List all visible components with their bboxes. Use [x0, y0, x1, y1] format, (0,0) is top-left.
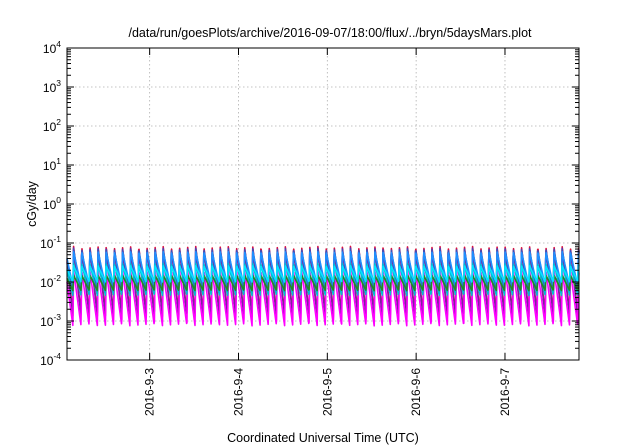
series-line-1 — [66, 247, 580, 318]
y-tick-label: 10-1 — [40, 234, 61, 251]
y-tick-base: 10 — [43, 120, 57, 134]
y-tick-base: 10 — [43, 198, 57, 212]
y-tick-base: 10 — [43, 159, 57, 173]
y-tick-label: 10-2 — [40, 273, 61, 290]
y-tick-base: 10 — [40, 276, 54, 290]
y-tick-exponent: -4 — [53, 351, 61, 361]
y-tick-exponent: 4 — [56, 39, 61, 49]
y-tick-label: 10-4 — [40, 351, 61, 368]
y-tick-label: 10-3 — [40, 312, 61, 329]
chart-title: /data/run/goesPlots/archive/2016-09-07/1… — [128, 26, 532, 40]
series-layer — [66, 245, 580, 327]
x-axis-label: Coordinated Universal Time (UTC) — [227, 431, 419, 445]
series-line-2 — [66, 269, 580, 327]
y-tick-exponent: -2 — [53, 273, 61, 283]
x-tick-label: 2016-9-5 — [320, 368, 334, 416]
y-tick-base: 10 — [40, 237, 54, 251]
y-tick-exponent: 3 — [56, 78, 61, 88]
y-tick-exponent: -3 — [53, 312, 61, 322]
y-tick-base: 10 — [40, 354, 54, 368]
y-tick-label: 102 — [43, 117, 61, 134]
y-tick-exponent: 2 — [56, 117, 61, 127]
y-tick-base: 10 — [40, 315, 54, 329]
y-tick-exponent: 1 — [56, 156, 61, 166]
x-tick-label: 2016-9-4 — [231, 368, 245, 416]
y-tick-label: 100 — [43, 195, 61, 212]
x-tick-labels: 2016-9-3 2016-9-4 2016-9-5 2016-9-6 2016-9-7 — [143, 368, 512, 416]
y-tick-label: 104 — [43, 39, 61, 56]
y-tick-exponent: 0 — [56, 195, 61, 205]
y-tick-exponent: -1 — [53, 234, 61, 244]
y-tick-base: 10 — [43, 81, 57, 95]
series-line-7 — [66, 265, 580, 283]
x-tick-label: 2016-9-3 — [143, 368, 157, 416]
y-tick-base: 10 — [43, 42, 57, 56]
axis-ticks — [67, 47, 579, 361]
series-line-6 — [66, 274, 580, 292]
y-tick-label: 101 — [43, 156, 61, 173]
y-tick-label: 103 — [43, 78, 61, 95]
y-axis-label: cGy/day — [25, 180, 39, 227]
grid-lines — [67, 48, 579, 360]
x-tick-label: 2016-9-7 — [498, 368, 512, 416]
x-tick-label: 2016-9-6 — [409, 368, 423, 416]
